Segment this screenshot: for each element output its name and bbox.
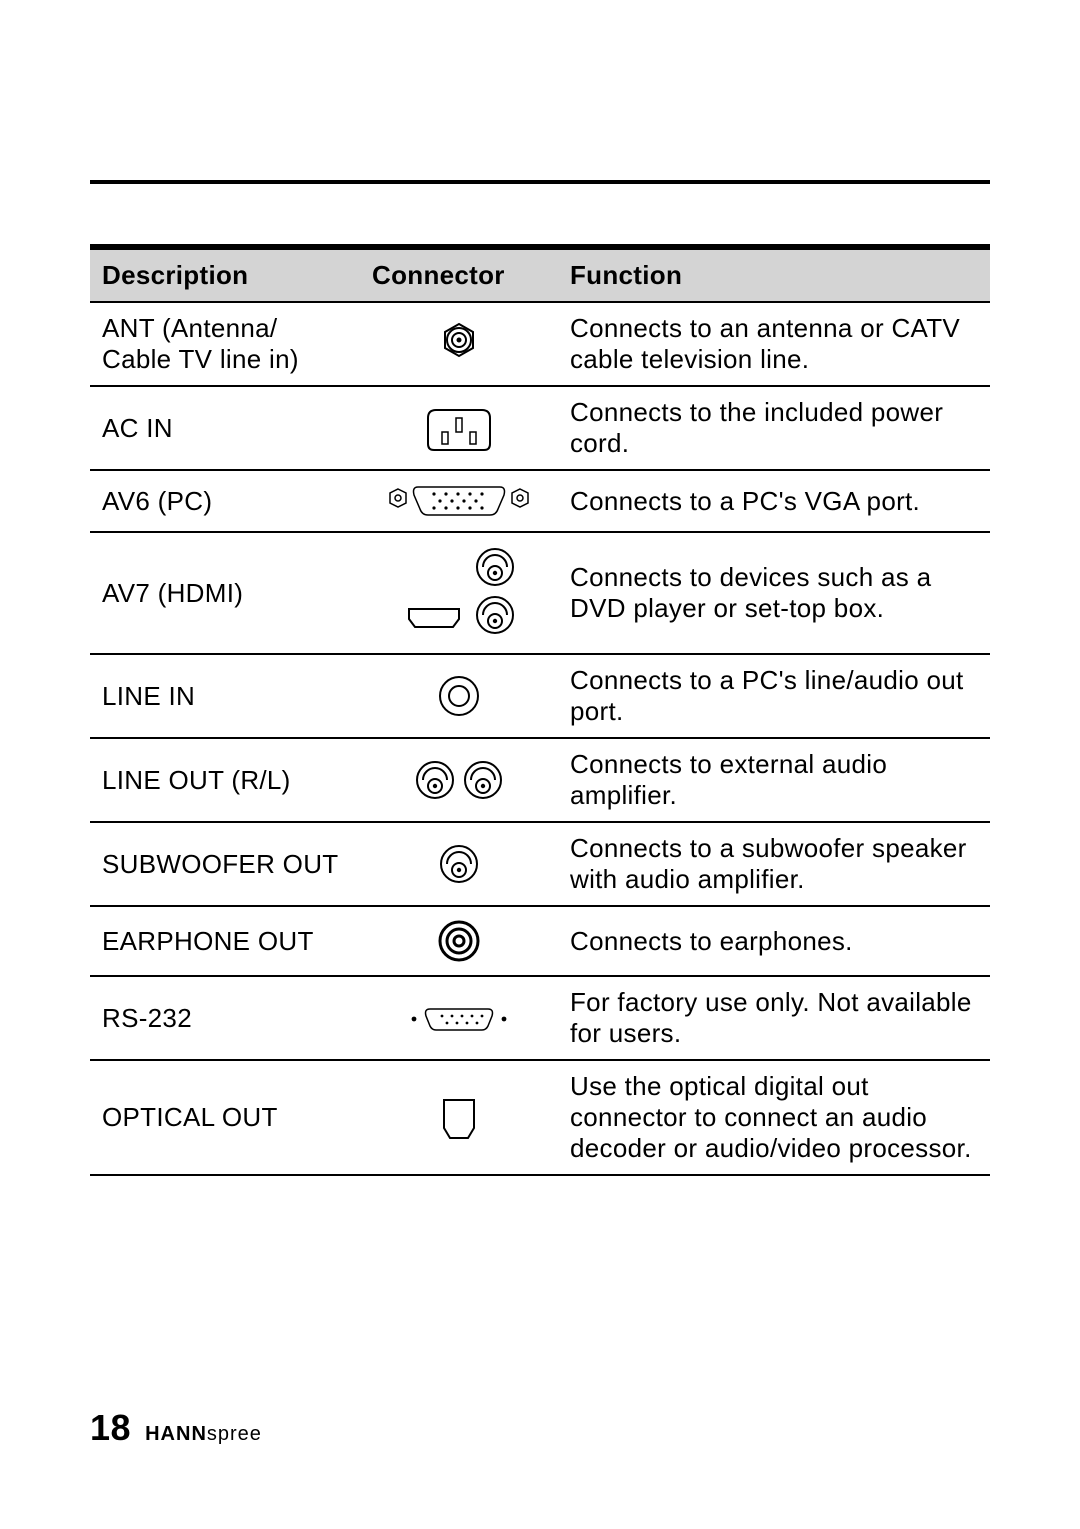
table-row: OPTICAL OUT Use the optical digital out … [90, 1060, 990, 1175]
optical-icon [438, 1094, 480, 1142]
cell-connector [360, 532, 558, 654]
cell-function: Connects to an antenna or CATV cable tel… [558, 302, 990, 386]
cell-function: Connects to a subwoofer speaker with aud… [558, 822, 990, 906]
table-row: ANT (Antenna/ Cable TV line in) Connects… [90, 302, 990, 386]
top-rule [90, 180, 990, 184]
cell-connector [360, 302, 558, 386]
page: Description Connector Function ANT (Ante… [0, 0, 1080, 1529]
cell-description: RS-232 [90, 976, 360, 1060]
earphone-icon [435, 917, 483, 965]
ac-in-icon [420, 400, 498, 456]
line-in-icon [435, 672, 483, 720]
table-header-row: Description Connector Function [90, 247, 990, 302]
cell-description: AV7 (HDMI) [90, 532, 360, 654]
cell-connector [360, 906, 558, 976]
cell-description: AC IN [90, 386, 360, 470]
cell-function: For factory use only. Not available for … [558, 976, 990, 1060]
cell-description: ANT (Antenna/ Cable TV line in) [90, 302, 360, 386]
cell-function: Connects to the included power cord. [558, 386, 990, 470]
rs232-icon [404, 1004, 514, 1034]
table-row: AC IN Connects to the included power cor… [90, 386, 990, 470]
cell-function: Connects to external audio amplifier. [558, 738, 990, 822]
brand-bold: HANN [145, 1423, 207, 1445]
table-row: AV6 (PC) [90, 470, 990, 532]
cell-description: EARPHONE OUT [90, 906, 360, 976]
table-row: LINE IN Connects to a PC's line/audio ou… [90, 654, 990, 738]
cell-function: Connects to a PC's VGA port. [558, 470, 990, 532]
table-row: LINE OUT (R/L) [90, 738, 990, 822]
th-description: Description [90, 247, 360, 302]
cell-connector [360, 1060, 558, 1175]
rca-single-icon [436, 841, 482, 887]
table-row: SUBWOOFER OUT Connects to a subwoofer sp… [90, 822, 990, 906]
cell-connector [360, 976, 558, 1060]
table-row: EARPHONE OUT Connects to earphones. [90, 906, 990, 976]
cell-connector [360, 654, 558, 738]
connector-table: Description Connector Function ANT (Ante… [90, 244, 990, 1176]
th-connector: Connector [360, 247, 558, 302]
table-row: AV7 (HDMI) [90, 532, 990, 654]
rca-pair-icon [409, 757, 509, 803]
cell-function: Connects to earphones. [558, 906, 990, 976]
hdmi-icon [399, 543, 519, 643]
cell-description: OPTICAL OUT [90, 1060, 360, 1175]
cell-function: Use the optical digital out connector to… [558, 1060, 990, 1175]
cell-connector [360, 822, 558, 906]
cell-connector [360, 386, 558, 470]
cell-connector [360, 738, 558, 822]
page-footer: 18 HANNspree [90, 1407, 262, 1449]
cell-function: Connects to devices such as a DVD player… [558, 532, 990, 654]
cell-connector [360, 470, 558, 532]
cell-description: AV6 (PC) [90, 470, 360, 532]
th-function: Function [558, 247, 990, 302]
coax-icon [435, 320, 483, 368]
cell-function: Connects to a PC's line/audio out port. [558, 654, 990, 738]
cell-description: SUBWOOFER OUT [90, 822, 360, 906]
vga-icon [384, 481, 534, 521]
cell-description: LINE IN [90, 654, 360, 738]
table-row: RS-232 For factory use only. Not availab… [90, 976, 990, 1060]
cell-description: LINE OUT (R/L) [90, 738, 360, 822]
brand-light: spree [207, 1423, 262, 1445]
page-number: 18 [90, 1407, 131, 1448]
